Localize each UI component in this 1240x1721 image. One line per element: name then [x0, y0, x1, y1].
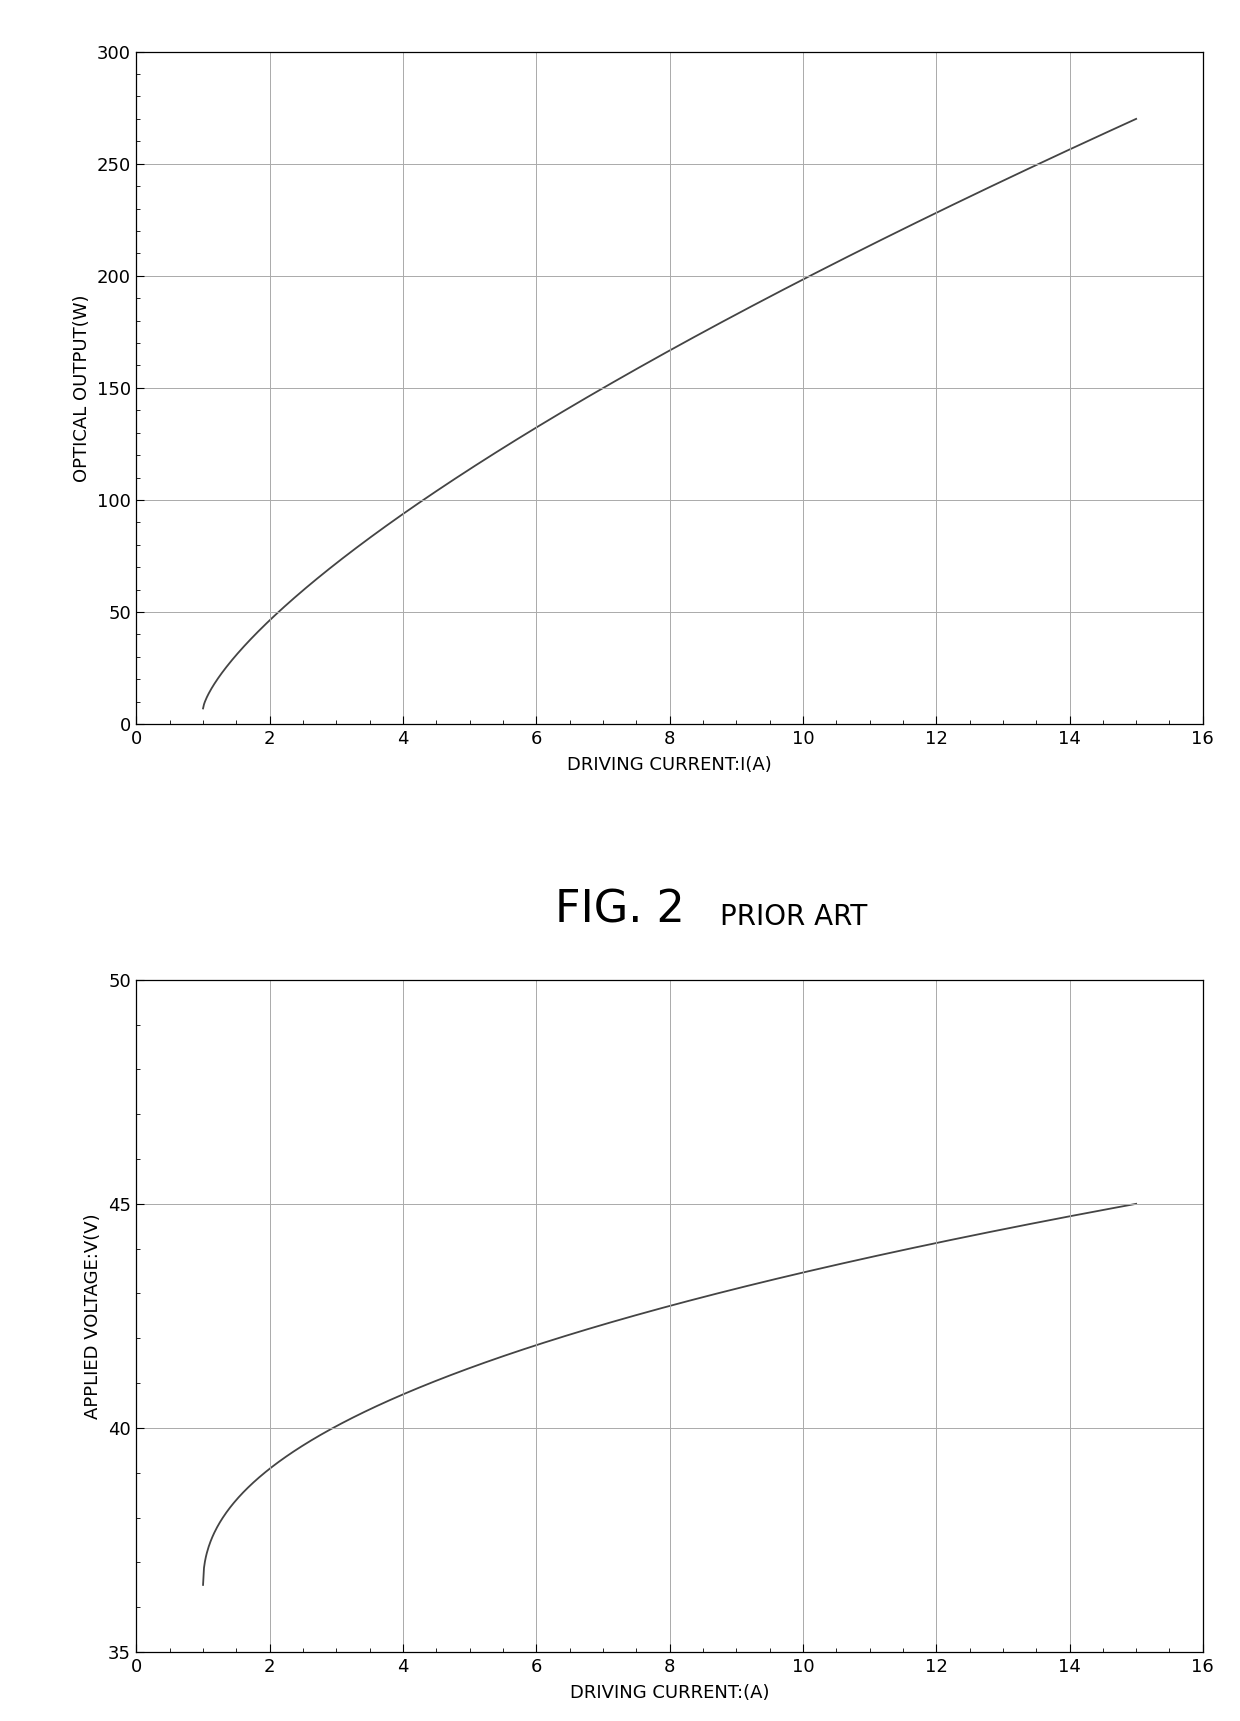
X-axis label: DRIVING CURRENT:(A): DRIVING CURRENT:(A) — [570, 1685, 769, 1702]
Y-axis label: OPTICAL OUTPUT(W): OPTICAL OUTPUT(W) — [73, 294, 91, 482]
Y-axis label: APPLIED VOLTAGE:V(V): APPLIED VOLTAGE:V(V) — [84, 1213, 102, 1418]
Text: FIG. 1: FIG. 1 — [556, 0, 684, 3]
Text: FIG. 2: FIG. 2 — [556, 888, 684, 931]
Text: PRIOR ART: PRIOR ART — [720, 904, 867, 931]
X-axis label: DRIVING CURRENT:I(A): DRIVING CURRENT:I(A) — [567, 756, 773, 774]
Text: PRIOR ART: PRIOR ART — [720, 0, 867, 3]
